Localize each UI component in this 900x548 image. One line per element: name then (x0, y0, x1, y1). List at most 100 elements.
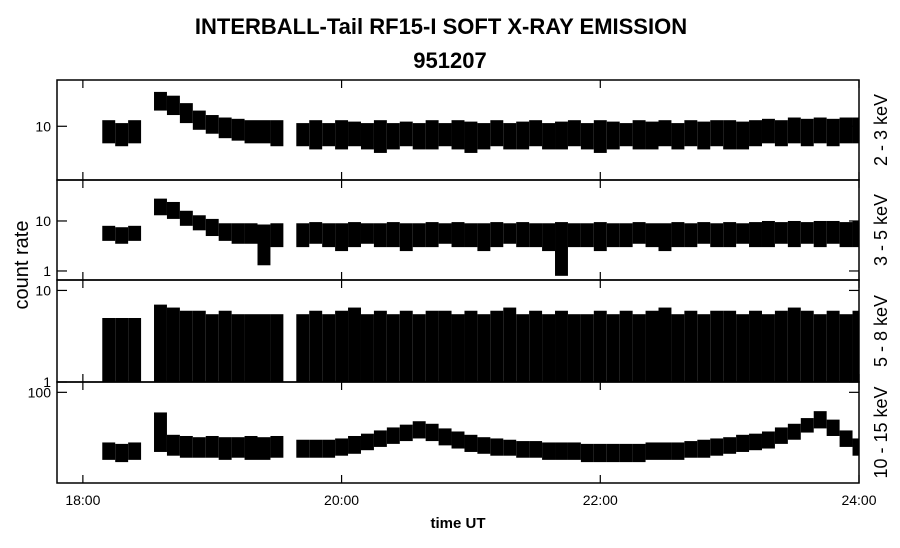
data-range (231, 314, 245, 382)
data-range (102, 442, 116, 460)
data-range (619, 443, 633, 463)
data-range (671, 314, 685, 382)
data-range (761, 220, 775, 248)
data-range (166, 201, 180, 219)
data-range (115, 443, 129, 463)
data-range (399, 424, 413, 442)
data-range (632, 222, 646, 244)
data-range (257, 314, 271, 382)
data-range (154, 91, 167, 111)
data-range (192, 310, 206, 382)
data-range (373, 120, 387, 153)
data-range (813, 314, 827, 382)
data-range (231, 437, 245, 458)
data-range (761, 431, 775, 449)
data-range (451, 314, 465, 382)
data-range (774, 310, 788, 382)
data-range (736, 314, 750, 382)
data-range (102, 317, 116, 382)
data-range (723, 437, 737, 454)
data-range (658, 120, 672, 147)
data-range (555, 121, 568, 150)
data-range (360, 123, 374, 150)
data-range (464, 434, 478, 452)
data-range (218, 310, 232, 382)
data-range (697, 121, 711, 150)
data-range (192, 110, 206, 130)
data-range (593, 222, 607, 252)
data-range (606, 121, 620, 150)
data-range (774, 427, 788, 444)
data-range (813, 220, 827, 248)
data-range (128, 442, 142, 460)
data-range (309, 439, 323, 458)
data-range (218, 117, 232, 139)
data-range (555, 310, 568, 382)
data-range (852, 310, 859, 382)
data-range (490, 120, 504, 147)
data-range (826, 220, 840, 244)
data-range (567, 120, 581, 147)
data-range (218, 223, 232, 241)
data-range (826, 118, 840, 147)
data-range (244, 435, 258, 460)
data-range (632, 314, 646, 382)
data-range (593, 120, 607, 153)
data-range (399, 310, 413, 382)
data-range (736, 121, 750, 150)
data-range (166, 307, 180, 382)
data-range (477, 437, 491, 454)
data-range (412, 421, 426, 439)
data-range (412, 123, 426, 150)
y-tick-label: 10 (35, 282, 51, 298)
data-range (503, 223, 517, 244)
data-range (296, 439, 310, 458)
data-range (658, 442, 672, 460)
data-range (412, 314, 426, 382)
data-range (348, 121, 361, 147)
y-axis-label: count rate (11, 221, 33, 310)
data-range (115, 317, 129, 382)
data-range (516, 222, 530, 248)
data-range (580, 123, 594, 150)
data-range (826, 419, 840, 436)
data-range (542, 314, 556, 382)
data-range (179, 310, 193, 382)
data-range (231, 223, 245, 244)
data-range (205, 314, 219, 382)
data-range (490, 438, 504, 456)
data-range (580, 314, 594, 382)
data-range (645, 310, 659, 382)
data-range (425, 310, 439, 382)
data-range (761, 314, 775, 382)
data-range (154, 198, 167, 216)
data-range (490, 222, 504, 248)
data-range (606, 223, 620, 248)
data-range (360, 314, 374, 382)
data-range (257, 120, 271, 144)
data-range (425, 423, 439, 442)
data-range (645, 442, 659, 460)
data-range (503, 439, 517, 456)
data-range (852, 117, 859, 144)
data-range (503, 123, 517, 150)
data-range (736, 223, 750, 244)
data-range (309, 120, 323, 150)
data-range (464, 310, 478, 382)
data-range (438, 223, 452, 244)
data-range (580, 223, 594, 248)
data-range (529, 441, 543, 458)
data-range (166, 95, 180, 116)
data-range (736, 434, 750, 452)
data-range (179, 210, 193, 226)
data-range (749, 433, 762, 451)
data-range (128, 120, 142, 144)
data-range (619, 310, 633, 382)
data-range (839, 222, 853, 248)
data-range (154, 304, 167, 382)
data-range (606, 443, 620, 463)
panel-label: 2 - 3 keV (871, 94, 891, 166)
data-range (593, 443, 607, 463)
data-range (128, 225, 142, 241)
